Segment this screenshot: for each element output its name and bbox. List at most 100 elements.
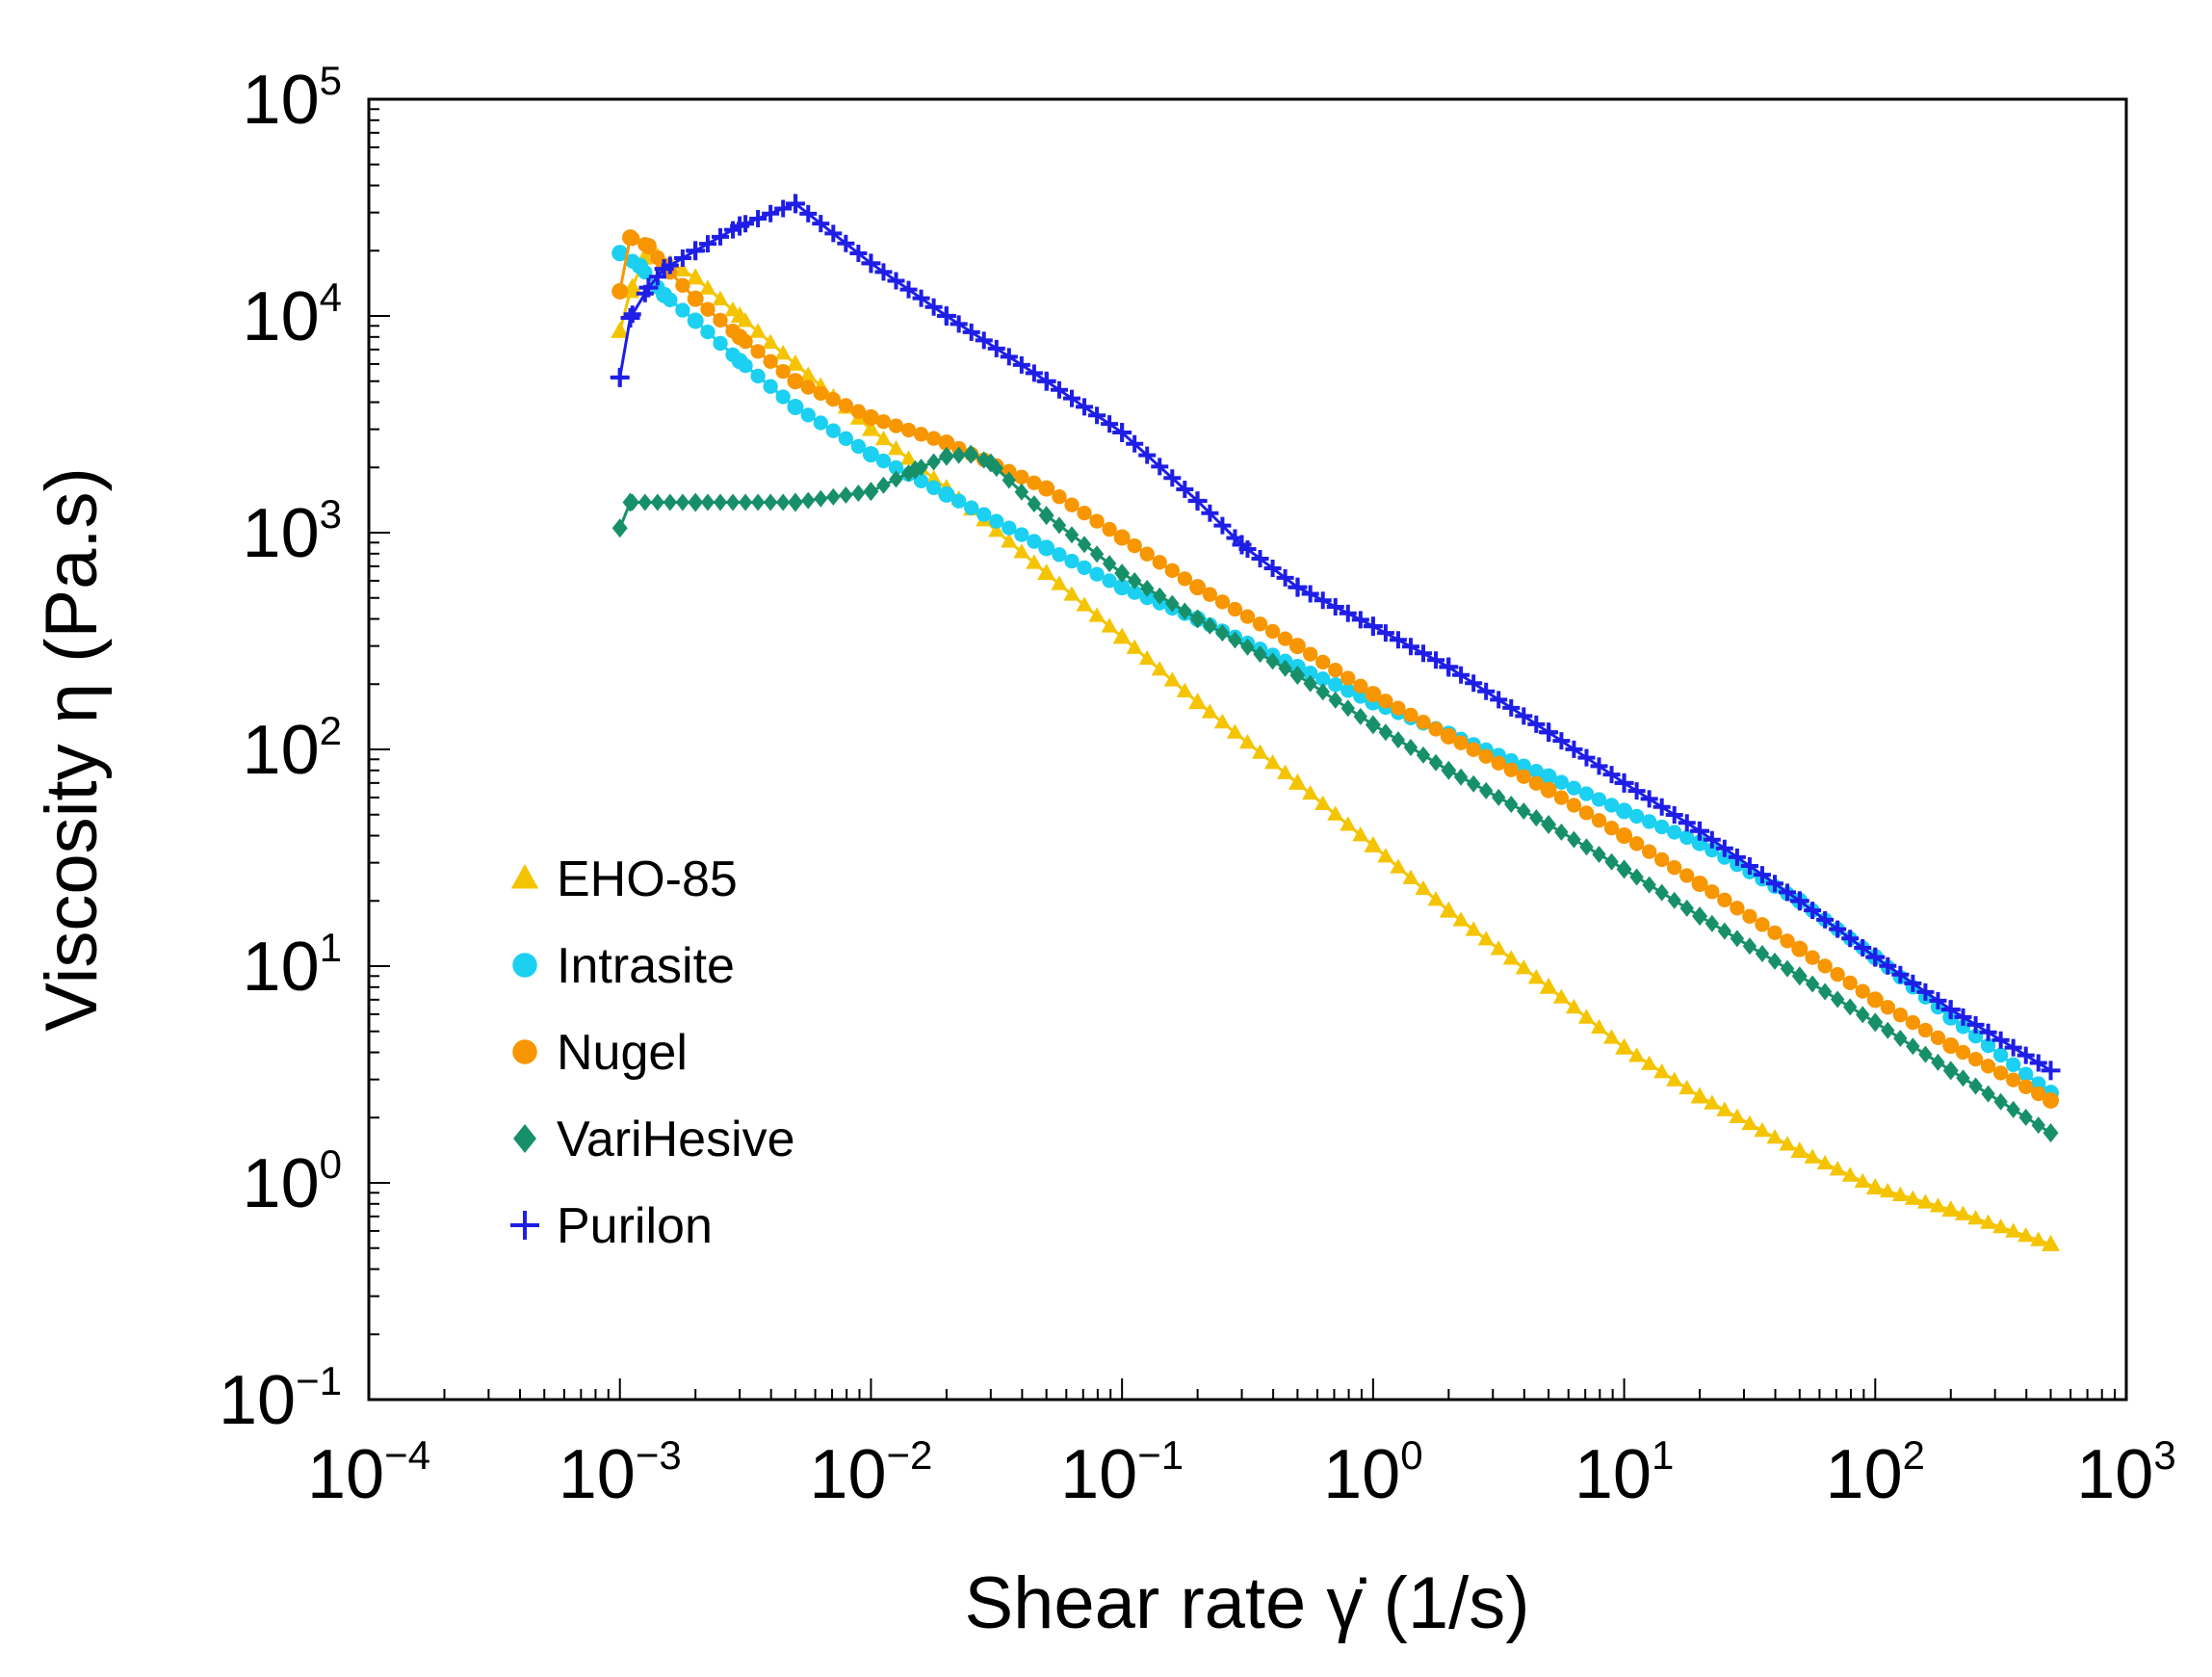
data-point	[1740, 857, 1758, 876]
data-point	[1452, 911, 1470, 927]
data-point	[1113, 529, 1131, 546]
data-point	[1742, 908, 1757, 924]
data-point	[1931, 1053, 1945, 1071]
data-point	[1603, 798, 1620, 813]
data-point	[1265, 652, 1280, 670]
data-point	[1466, 742, 1481, 757]
data-point	[730, 216, 750, 236]
data-point	[749, 209, 768, 227]
data-point	[1816, 1154, 1834, 1170]
data-point	[1930, 1030, 1946, 1046]
data-point	[1339, 604, 1357, 622]
data-point	[1378, 723, 1393, 742]
data-point	[1679, 829, 1695, 846]
data-point	[1340, 699, 1355, 718]
data-point	[675, 277, 690, 293]
data-point	[1027, 475, 1042, 490]
data-point	[1038, 506, 1054, 526]
data-point	[1540, 781, 1557, 799]
data-point	[687, 312, 704, 329]
data-point	[610, 367, 630, 387]
data-point	[1652, 798, 1671, 816]
series-eho-85	[611, 241, 2061, 1251]
data-point	[1665, 806, 1683, 825]
data-point	[900, 422, 917, 438]
data-point	[1064, 497, 1080, 512]
data-point	[700, 301, 716, 317]
y-tick-label: 104	[243, 275, 342, 355]
data-point	[1667, 891, 1681, 909]
data-point	[1790, 1141, 1809, 1159]
data-point	[1539, 722, 1559, 743]
data-point	[1264, 754, 1282, 770]
data-point	[1554, 823, 1569, 841]
data-point	[1929, 1197, 1947, 1213]
data-point	[1528, 764, 1544, 779]
data-point	[1916, 983, 1935, 1001]
data-point	[1277, 764, 1294, 779]
data-point	[1678, 814, 1696, 832]
data-point	[1289, 665, 1306, 685]
data-point	[1591, 792, 1607, 807]
data-point	[731, 328, 748, 346]
data-point	[1052, 516, 1067, 535]
data-point	[1013, 543, 1030, 559]
data-point	[1037, 563, 1056, 581]
data-point	[1841, 930, 1860, 948]
data-point	[1981, 1085, 1995, 1103]
data-point	[2031, 1086, 2046, 1102]
data-point	[925, 431, 942, 446]
data-point	[1466, 774, 1481, 793]
data-point	[1202, 587, 1218, 602]
data-point	[988, 522, 1005, 537]
data-point	[1679, 1079, 1696, 1095]
data-point	[1215, 624, 1230, 642]
data-point	[1566, 798, 1582, 813]
data-point	[1490, 940, 1507, 956]
data-point	[924, 298, 943, 316]
data-point	[982, 453, 999, 473]
data-point	[1002, 520, 1017, 536]
data-point	[1232, 535, 1252, 555]
legend-label: Intrasite	[557, 938, 735, 994]
legend-label: VariHesive	[557, 1112, 795, 1167]
data-point	[814, 489, 828, 508]
data-point	[1328, 663, 1343, 678]
data-point	[1854, 1172, 1871, 1189]
data-point	[1628, 1047, 1646, 1062]
data-point	[812, 215, 830, 233]
data-point	[1865, 1178, 1885, 1195]
data-point	[1565, 740, 1583, 758]
data-point	[654, 259, 674, 279]
data-point	[2017, 1046, 2035, 1064]
data-point	[1690, 821, 1710, 841]
data-point	[1076, 398, 1094, 416]
data-point	[1127, 571, 1142, 590]
data-point	[813, 385, 828, 402]
data-point	[1767, 925, 1783, 940]
data-point	[1516, 769, 1531, 784]
data-point	[849, 245, 868, 263]
data-point	[650, 493, 665, 511]
data-point	[964, 500, 979, 515]
data-point	[1553, 774, 1570, 790]
data-point	[862, 446, 879, 463]
data-point	[775, 493, 791, 511]
series-line	[618, 453, 2052, 1135]
data-point	[1804, 902, 1822, 920]
data-point	[713, 312, 728, 328]
data-point	[1000, 348, 1018, 366]
data-point	[1955, 1044, 1971, 1061]
data-point	[1805, 975, 1820, 993]
data-point	[1967, 1051, 1984, 1067]
data-point	[1326, 597, 1344, 616]
data-point	[1755, 945, 1770, 963]
data-point	[1566, 780, 1582, 796]
data-point	[1980, 1214, 1997, 1229]
data-point	[1590, 757, 1608, 775]
data-point	[1416, 746, 1431, 764]
data-point	[1177, 571, 1192, 587]
data-point	[837, 234, 855, 252]
y-axis-tick-labels: 10−1 100 101 102 103 104 105	[219, 58, 342, 1439]
